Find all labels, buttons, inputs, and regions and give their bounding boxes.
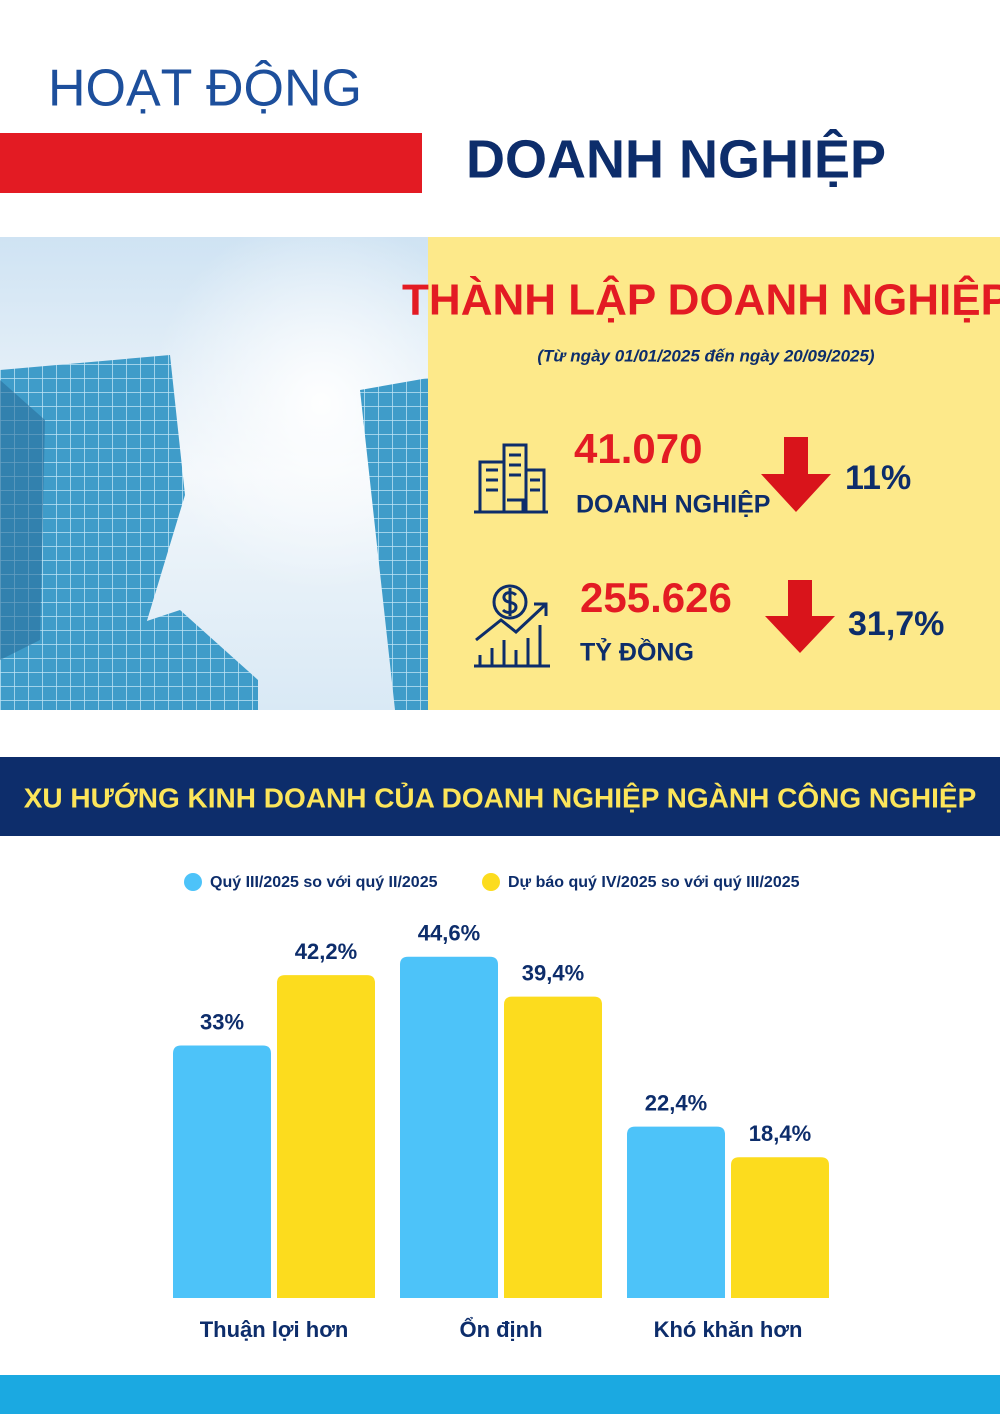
stats-title: THÀNH LẬP DOANH NGHIỆP — [402, 275, 1000, 325]
bar — [627, 1126, 725, 1298]
stat-change: 11% — [845, 459, 911, 497]
legend-label: Quý III/2025 so với quý II/2025 — [210, 874, 438, 891]
stats-period: (Từ ngày 01/01/2025 đến ngày 20/09/2025) — [537, 346, 875, 365]
data-label: 33% — [200, 1009, 244, 1034]
data-label: 42,2% — [295, 939, 357, 964]
bar — [504, 996, 602, 1298]
legend-label: Dự báo quý IV/2025 so với quý III/2025 — [508, 874, 800, 891]
photo — [0, 237, 428, 710]
down-arrow — [765, 580, 835, 653]
header-bar — [0, 133, 422, 193]
bar — [173, 1045, 271, 1298]
data-label: 18,4% — [749, 1121, 811, 1146]
legend-marker — [482, 873, 500, 891]
bar — [731, 1157, 829, 1298]
x-tick-label: Khó khăn hơn — [654, 1317, 803, 1342]
x-tick-label: Thuận lợi hơn — [200, 1317, 349, 1342]
money-icon — [474, 584, 550, 668]
chart-title: XU HƯỚNG KINH DOANH CỦA DOANH NGHIỆP NGÀ… — [24, 781, 977, 813]
legend-marker — [184, 873, 202, 891]
footer-bar — [0, 1375, 1000, 1414]
chart-title-band — [0, 757, 1000, 836]
x-tick-label: Ổn định — [459, 1317, 542, 1342]
header-title: HOẠT ĐỘNG — [48, 60, 362, 118]
stat-value: 41.070 — [574, 425, 702, 472]
down-arrow — [761, 437, 831, 512]
data-label: 44,6% — [418, 921, 480, 946]
stat-unit: DOANH NGHIỆP — [576, 489, 770, 519]
bar-chart: Quý III/2025 so với quý II/2025 Dự báo qu… — [173, 873, 829, 1342]
data-label: 39,4% — [522, 960, 584, 985]
bar — [400, 956, 498, 1298]
header-title: DOANH NGHIỆP — [466, 128, 886, 189]
stat-change: 31,7% — [848, 605, 944, 643]
stat-value: 255.626 — [580, 574, 732, 621]
stats-panel — [428, 237, 1000, 710]
bar — [277, 975, 375, 1298]
building-icon — [474, 443, 548, 514]
data-label: 22,4% — [645, 1090, 707, 1115]
stat-unit: TỶ ĐỒNG — [580, 637, 694, 667]
